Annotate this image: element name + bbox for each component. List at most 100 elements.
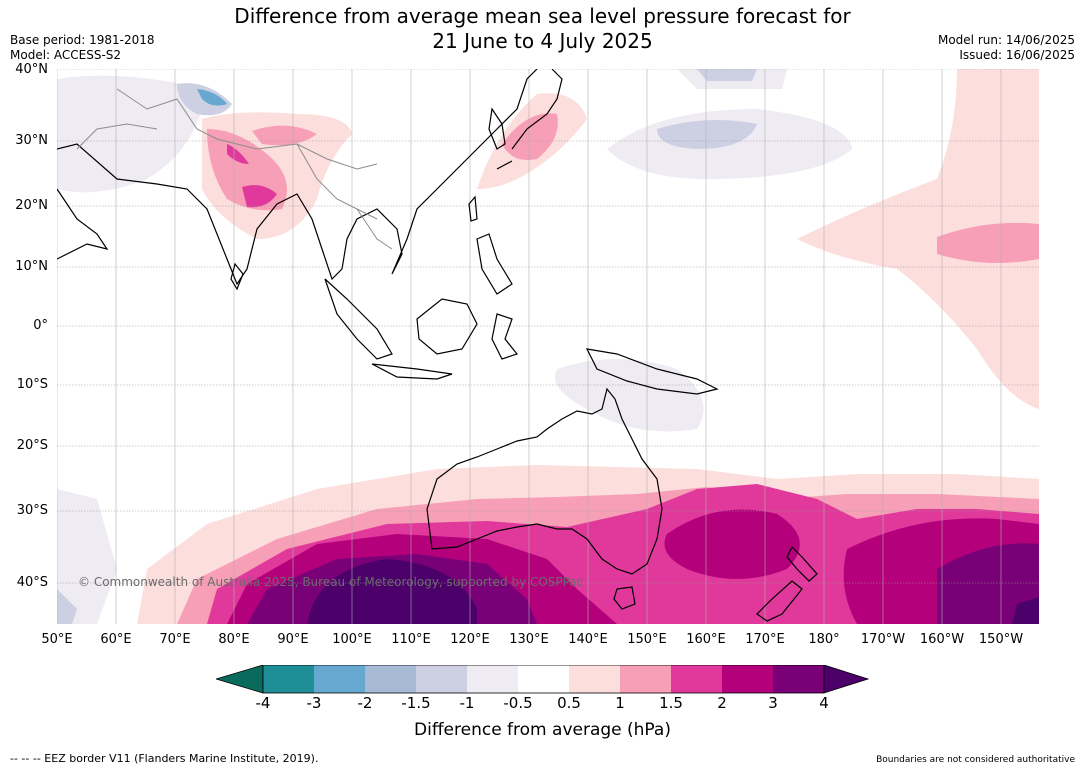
model-run: Model run: 14/06/2025: [937, 33, 1075, 47]
colorbar-bin: [671, 665, 722, 693]
lat-label: 10°N: [15, 259, 48, 274]
lat-label: 20°N: [15, 198, 48, 213]
colorbar-bin: [620, 665, 671, 693]
japan-coast: [496, 69, 563, 170]
lon-label: 150°E: [627, 632, 667, 647]
copyright-notice: © Commonwealth of Australia 2025, Bureau…: [78, 575, 584, 589]
java-coast: [371, 363, 453, 380]
colorbar: [216, 665, 870, 694]
colorbar-extend-low: [216, 665, 264, 694]
anomaly-region-neg-asia-3: [197, 89, 227, 106]
lon-label: 170°W: [860, 632, 906, 647]
anomaly-region-tibet: [252, 125, 317, 146]
border-4: [356, 208, 393, 250]
anomaly-region-3-east: [937, 543, 1039, 624]
colorbar-tick: -1.5: [401, 694, 431, 712]
australia-coast: [426, 387, 663, 575]
anomaly-region-neg-asia: [57, 75, 207, 193]
asia-coast: [57, 69, 538, 286]
lat-label: 0°: [33, 318, 48, 333]
colorbar-tick: -2: [357, 694, 373, 712]
tasmania-coast: [613, 586, 636, 610]
map-svg: [57, 69, 1039, 624]
sulawesi-coast: [491, 313, 519, 360]
colorbar-label: Difference from average (hPa): [414, 720, 671, 740]
colorbar-tick: 3: [768, 694, 778, 712]
colorbar-bin: [467, 665, 518, 693]
border-1: [116, 88, 378, 170]
title-line-1: Difference from average mean sea level p…: [234, 4, 851, 28]
colorbar-tick: 1.5: [659, 694, 683, 712]
lon-label: 160°W: [919, 632, 965, 647]
colorbar-frame: [262, 665, 825, 694]
lon-label: 90°E: [277, 632, 309, 647]
lon-label: 180°: [808, 632, 840, 647]
sri-lanka-coast: [230, 262, 244, 291]
lon-label: 70°E: [159, 632, 191, 647]
arabia-coast: [57, 188, 109, 260]
border-2: [296, 143, 378, 220]
colorbar-bin: [416, 665, 467, 693]
chart-title: Difference from average mean sea level p…: [0, 4, 1085, 54]
lat-label: 30°S: [16, 503, 48, 518]
colorbar-tick: -4: [255, 694, 271, 712]
lon-label: 50°E: [41, 632, 73, 647]
colorbar-bin: [722, 665, 773, 693]
sumatra-coast: [324, 278, 393, 360]
boundaries-disclaimer: Boundaries are not considered authoritat…: [876, 755, 1075, 765]
lon-label: 150°W: [978, 632, 1024, 647]
anomaly-region-neg-north-2: [657, 120, 757, 149]
meta-right: Model run: 14/06/2025 Issued: 16/06/2025: [938, 33, 1075, 63]
map-panel: [57, 69, 1039, 624]
lon-label: 170°E: [745, 632, 785, 647]
borneo-coast: [416, 298, 478, 355]
base-period: Base period: 1981-2018: [10, 33, 155, 47]
colorbar-tick: -3: [306, 694, 322, 712]
issued-date: Issued: 16/06/2025: [959, 48, 1075, 62]
colorbar-bin: [518, 665, 569, 693]
png-coast: [585, 348, 719, 395]
lon-label: 100°E: [332, 632, 372, 647]
lon-label: 130°E: [509, 632, 549, 647]
colorbar-bin: [569, 665, 620, 693]
eez-border-note: -- -- -- EEZ border V11 (Flanders Marine…: [10, 752, 319, 765]
lat-label: 20°S: [16, 438, 48, 453]
colorbar-bin: [365, 665, 416, 693]
anomaly-region-2-tasman: [664, 509, 800, 579]
model-name: Model: ACCESS-S2: [10, 48, 122, 62]
colorbar-tick: 0.5: [557, 694, 581, 712]
colorbar-tick: 2: [717, 694, 727, 712]
anomaly-region-neg-top-2: [697, 69, 757, 81]
anomaly-region-4-east: [1012, 597, 1039, 624]
new-zealand-north-coast: [786, 545, 818, 582]
anomaly-region-neg-png: [555, 359, 704, 432]
anomaly-region-india-3: [227, 144, 249, 164]
anomaly-region-4: [307, 559, 477, 624]
anomaly-region-pacific: [797, 69, 1039, 409]
colorbar-tick: -0.5: [503, 694, 533, 712]
colorbar-bin: [773, 665, 824, 693]
lon-label: 140°E: [568, 632, 608, 647]
korea-coast: [488, 107, 506, 150]
lon-label: 160°E: [686, 632, 726, 647]
anomaly-region-japan-1: [502, 113, 558, 160]
lat-label: 40°S: [16, 575, 48, 590]
border-3: [76, 123, 158, 150]
colorbar-tick: -1: [459, 694, 475, 712]
anomaly-region-neg-sw: [57, 489, 117, 624]
colorbar-bin: [314, 665, 365, 693]
lon-label: 80°E: [218, 632, 250, 647]
new-zealand-south-coast: [756, 580, 803, 622]
lat-label: 40°N: [15, 62, 48, 77]
lon-label: 120°E: [450, 632, 490, 647]
pressure-anomaly-fill: [57, 69, 1039, 624]
lat-label: 10°S: [16, 377, 48, 392]
taiwan-coast: [468, 195, 478, 222]
colorbar-bin: [263, 665, 314, 693]
anomaly-region-pacific-1: [937, 222, 1039, 263]
country-borders: [76, 88, 393, 250]
lat-label: 30°N: [15, 133, 48, 148]
colorbar-extend-high: [823, 665, 870, 694]
anomaly-region-neg-sw-2: [57, 589, 77, 624]
lon-label: 110°E: [391, 632, 431, 647]
